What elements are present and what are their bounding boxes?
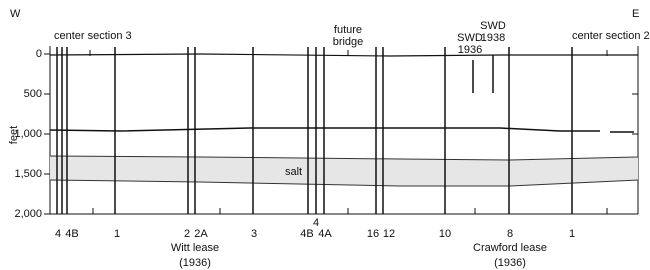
wells (56, 47, 573, 214)
well-label: 4 (55, 228, 61, 240)
top-label: center section 3 (54, 30, 132, 42)
lease-year: (1936) (494, 257, 526, 269)
well-label: 1 (114, 228, 120, 240)
lease-name: Witt lease (171, 242, 219, 254)
ground-surface (49, 53, 638, 57)
top-label: future (334, 24, 362, 36)
axis-label: feet (8, 126, 20, 144)
well-label: 1 (569, 228, 575, 240)
tick-label: 2,000 (14, 208, 42, 220)
horizon (49, 127, 634, 133)
salt-top (49, 155, 639, 161)
well-label: 3 (251, 228, 257, 240)
salt-layer (50, 156, 638, 186)
tick-label: 1,000 (14, 128, 42, 140)
tick-label: 500 (24, 88, 42, 100)
well-label: 2A (194, 228, 208, 240)
well-label: 2 (184, 228, 190, 240)
well-label: 16 (367, 228, 379, 240)
well-label: 4B (300, 228, 313, 240)
top-label: 1936 (458, 44, 482, 56)
salt-base (49, 179, 639, 187)
well-label: 4B (65, 228, 78, 240)
well-label: 10 (439, 228, 451, 240)
tick-label: 0 (36, 48, 42, 60)
surface-ticks (89, 50, 608, 214)
top-label: SWD (457, 32, 483, 44)
axis-ticks (44, 53, 638, 215)
top-label: SWD (480, 20, 506, 32)
lease-name: Crawford lease (473, 242, 547, 254)
well-label: 8 (507, 228, 513, 240)
well-label: 4A (318, 228, 332, 240)
well-label: 12 (383, 228, 395, 240)
salt-label: salt (285, 166, 302, 178)
top-label: 1938 (481, 32, 505, 44)
lease-year: (1936) (179, 257, 211, 269)
compass-east: E (632, 8, 639, 20)
tick-label: 1,500 (14, 168, 42, 180)
top-label: center section 2 (572, 30, 650, 42)
compass-west: W (10, 8, 21, 20)
well-label: 4 (313, 217, 319, 229)
top-label: bridge (333, 36, 364, 48)
